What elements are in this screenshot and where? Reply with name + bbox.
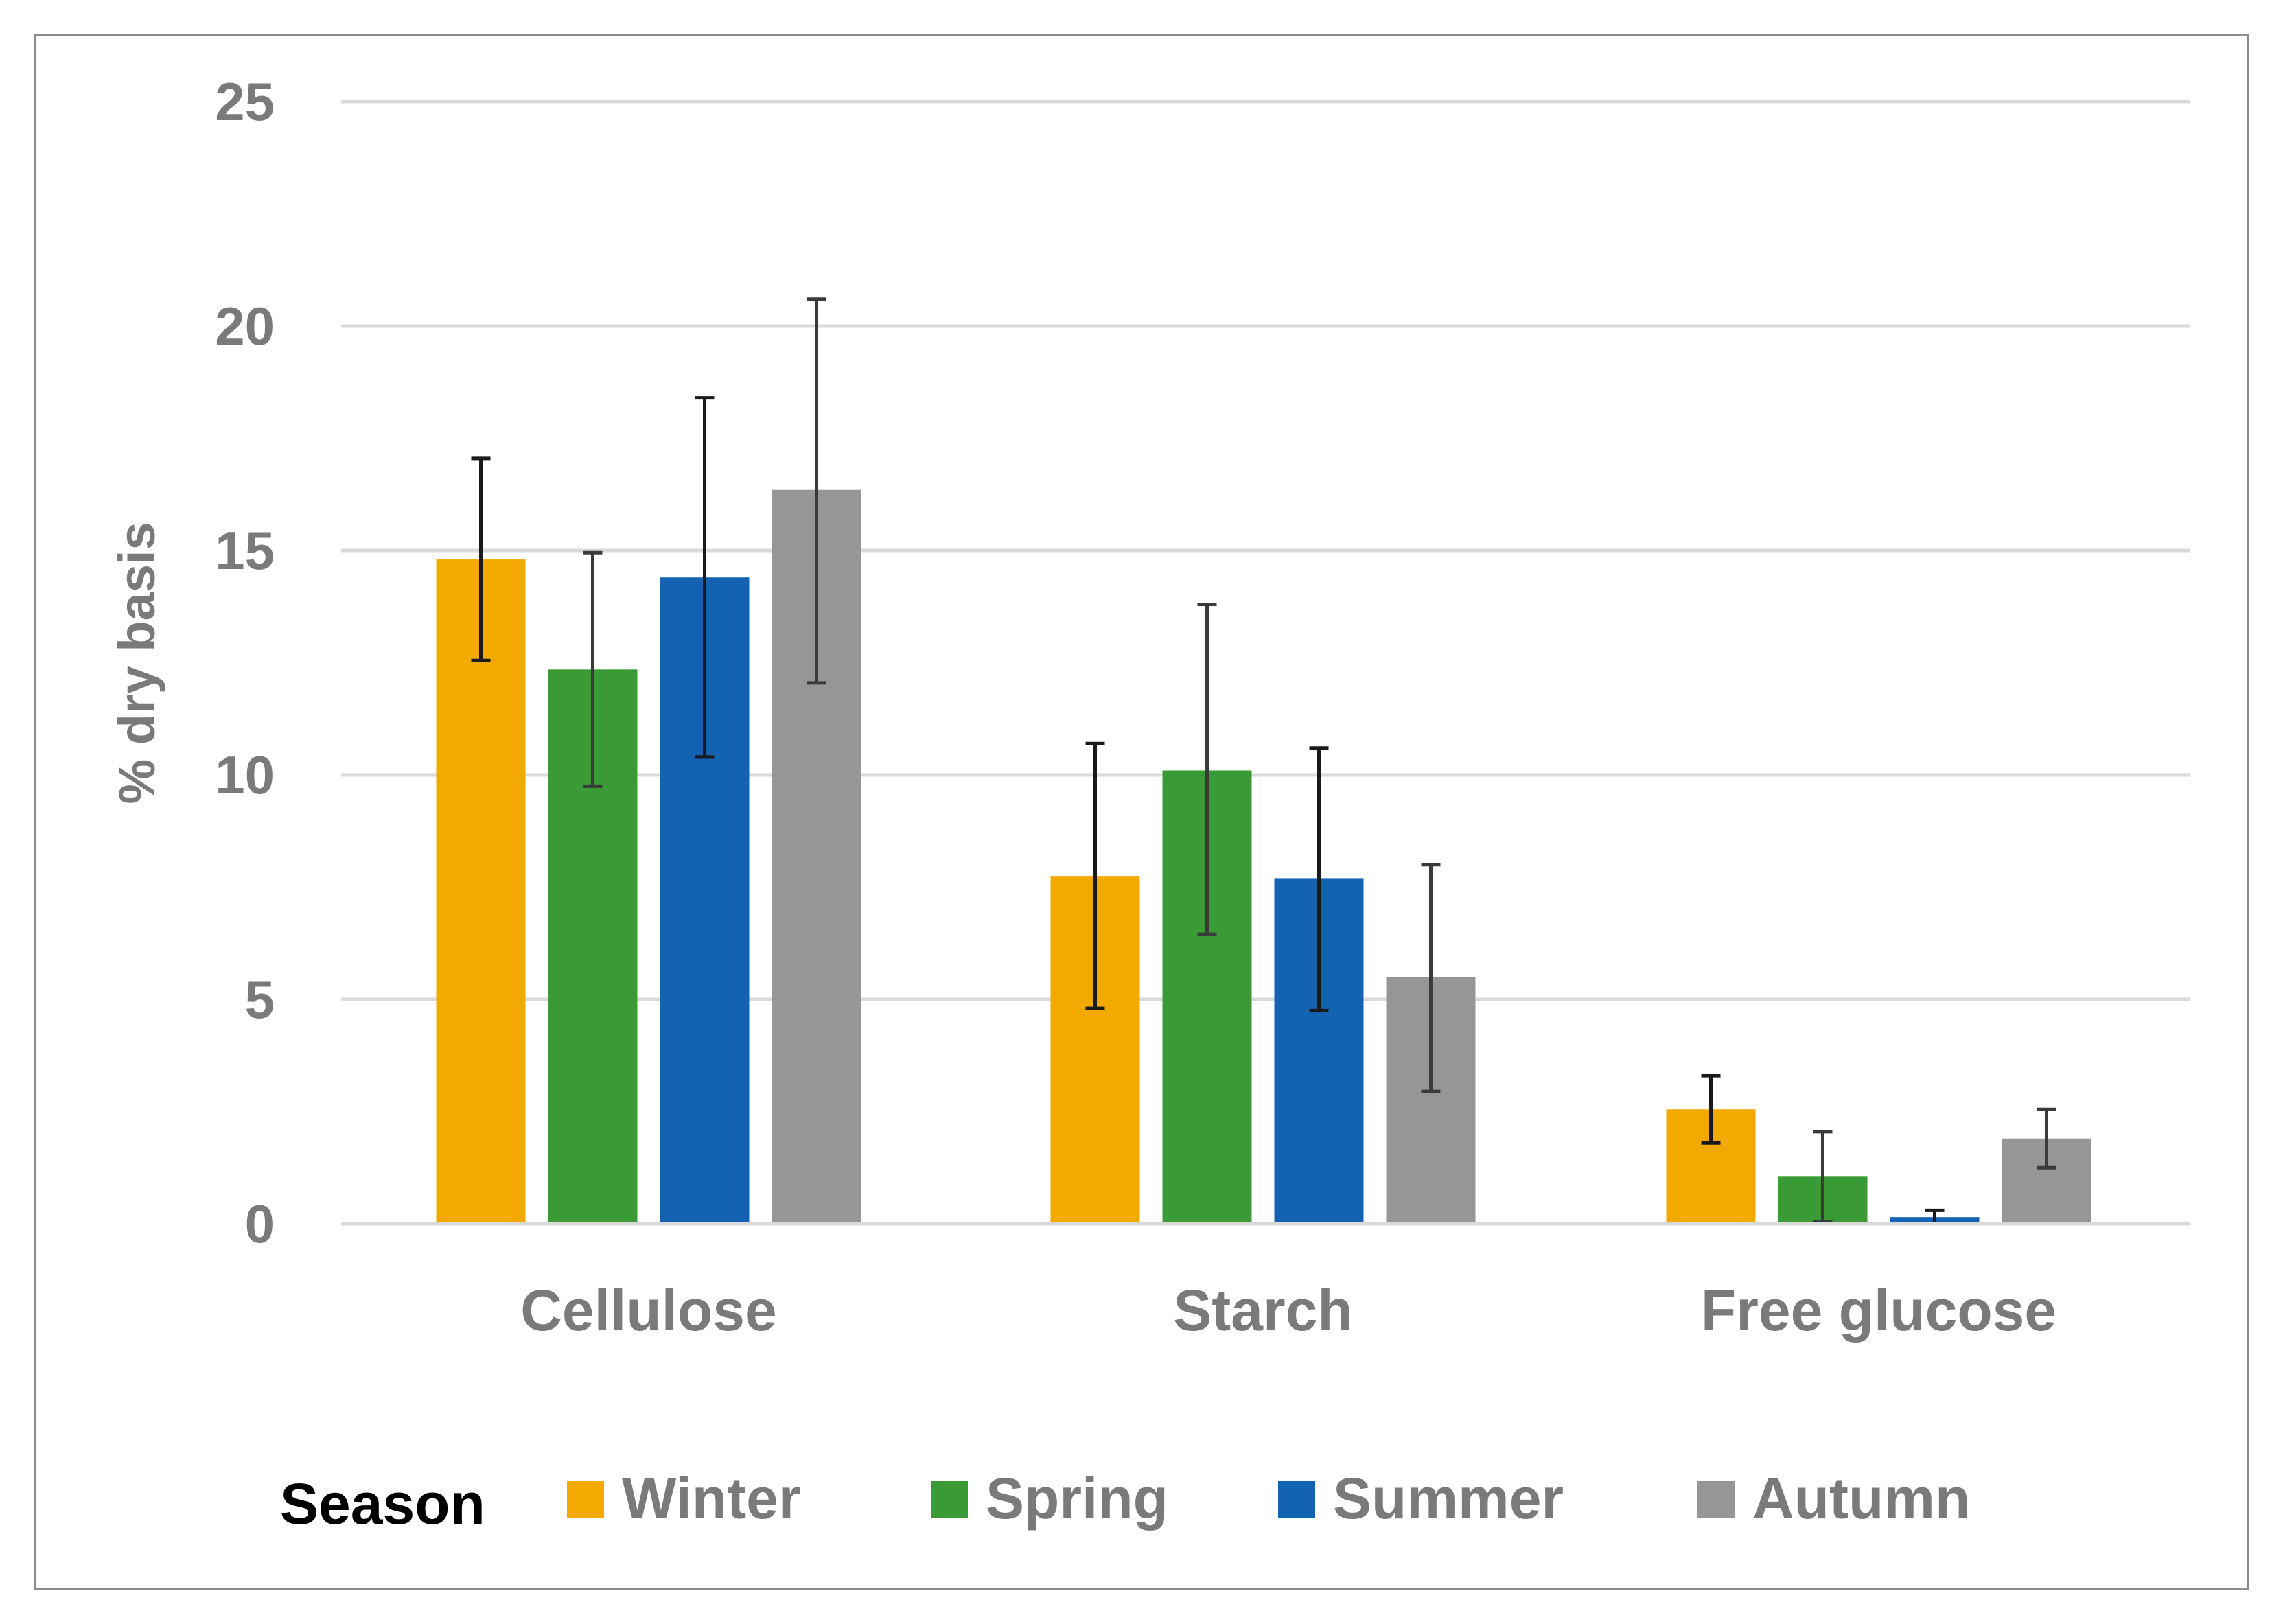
error-bar [1701,1074,1721,1145]
bars [436,489,2091,1225]
error-bar [583,550,603,788]
legend-label: Winter [622,1466,801,1531]
error-bar [1421,863,1441,1093]
bar-winter [436,559,526,1224]
y-tick-label: 20 [215,296,275,356]
y-tick-label: 5 [245,969,275,1030]
legend-label: Summer [1333,1466,1564,1531]
legend-label: Spring [986,1466,1168,1531]
x-axis-categories: Cellulose Starch Free glucose [520,1278,2056,1343]
legend-item-autumn: Autumn [1697,1466,1970,1531]
legend-item-spring: Spring [931,1466,1168,1531]
legend-swatch [1697,1481,1735,1518]
chart-border [34,34,2249,1590]
y-axis-title: % dry basis [108,522,165,804]
y-tick-label: 25 [215,71,275,132]
legend-item-summer: Summer [1278,1466,1564,1531]
legend-label: Autumn [1752,1466,1970,1531]
error-bars [471,297,2056,1226]
legend-swatch [567,1481,604,1518]
error-bar [1197,602,1217,936]
y-tick-label: 10 [215,745,275,805]
error-bar [471,456,491,662]
error-bar [1813,1130,1833,1224]
y-tick-label: 15 [215,520,275,581]
error-bar [2037,1107,2056,1170]
error-bar [1309,746,1329,1012]
y-tick-label: 0 [245,1194,275,1254]
error-bar [695,396,715,759]
legend-swatch [931,1481,968,1518]
x-category-label: Cellulose [520,1278,776,1343]
legend-item-winter: Winter [567,1466,801,1531]
legend-swatch [1278,1481,1315,1518]
gridlines [341,100,2190,1001]
error-bar [1085,741,1105,1010]
error-bar [807,297,826,685]
x-category-label: Starch [1173,1278,1352,1343]
legend-title: Season [280,1472,485,1536]
legend: Season Winter Spring Summer Autumn [280,1466,1970,1536]
y-axis-ticks: 0 5 10 15 20 25 [215,71,275,1254]
x-category-label: Free glucose [1701,1278,2056,1343]
